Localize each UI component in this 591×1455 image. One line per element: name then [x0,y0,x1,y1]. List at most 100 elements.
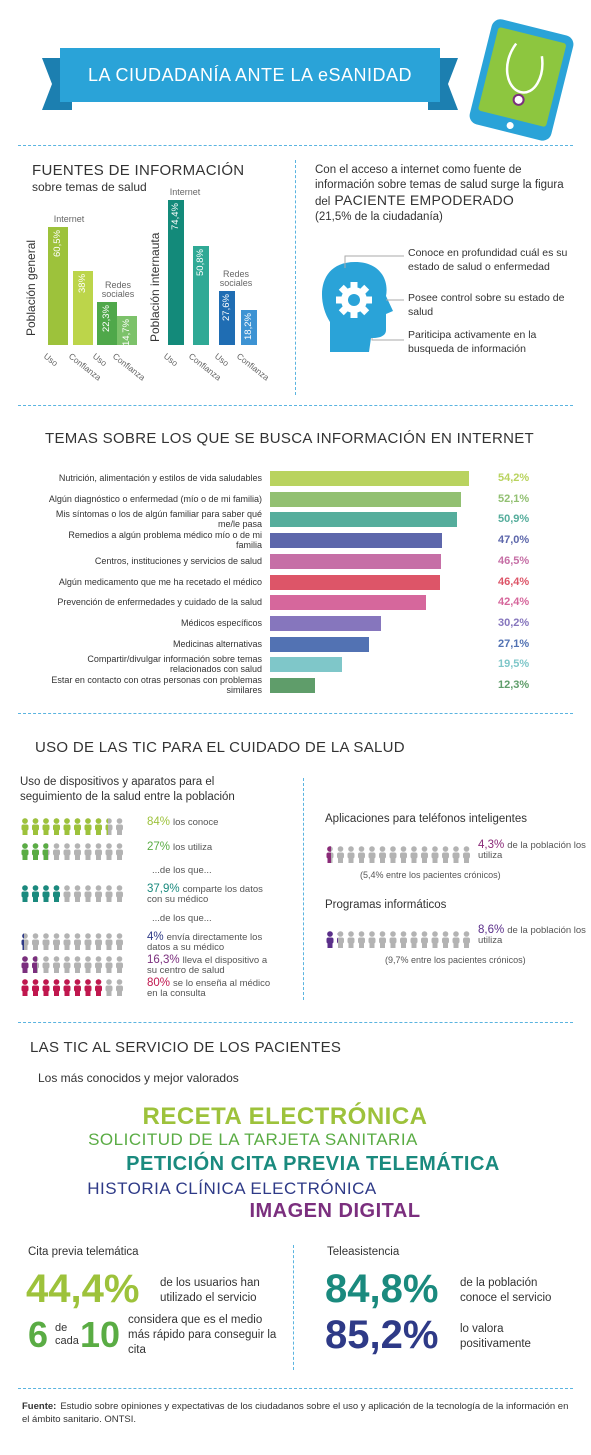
person-head [64,885,70,891]
row-text: se lo enseña al médico en la consulta [147,978,271,999]
person-legs [432,857,438,863]
gear-hole [348,294,360,306]
value-label: 50,9% [498,513,530,526]
pictogram-fill [20,843,49,860]
group-label: Redes sociales [219,269,253,289]
share: (21,5% de la ciudadanía) [315,211,443,223]
person-legs [106,854,112,860]
subsection-title: Programas informáticos [325,899,447,911]
person-legs [106,967,112,973]
pictogram-row [20,843,125,860]
person-head [32,956,38,962]
pictogram-row [20,818,125,835]
person-head [369,931,375,937]
section-subtitle: Los más conocidos y mejor valorados [38,1071,239,1085]
value-label: 22,3% [101,304,112,332]
section-subtitle: sobre temas de salud [32,180,147,194]
person-legs [464,942,469,948]
bar [270,574,441,590]
person-head [442,846,449,852]
value-label: 60,5% [52,230,63,257]
person-legs [85,967,91,973]
person-head [95,956,102,962]
service-name: SOLICITUD DE LA TARJETA SANITARIA [88,1130,418,1149]
bar [270,615,381,631]
person-head [411,931,417,937]
note: (9,7% entre los pacientes crónicos) [385,955,526,965]
value-label: 46,4% [498,575,530,588]
person-head [22,956,28,962]
pictogram [21,818,109,835]
bar [97,301,117,345]
service-name: PETICIÓN CITA PREVIA TELEMÁTICA [126,1153,500,1175]
person-head [64,818,70,824]
stat-text: de la población conoce el servicio [460,1277,552,1304]
value-label: 14,7% [121,319,132,347]
service-name: HISTORIA CLÍNICA ELECTRÓNICA [87,1179,377,1198]
person-head [43,818,49,824]
person-legs [327,857,332,863]
footer-label: Fuente: [22,1401,57,1412]
category-label: Nutrición, alimentación y estilos de vid… [58,473,262,483]
person-head [74,979,81,985]
row-value: 37,9% [147,883,180,895]
person-legs [380,857,385,863]
pictogram-fill [20,885,60,902]
person-legs [401,857,406,863]
stat-text: considera que es el medio más rápido par… [128,1314,277,1356]
big-stat: 6 [28,1314,49,1355]
person-legs [106,990,112,996]
pictogram-row [325,931,472,948]
big-stat: 10 [80,1314,121,1355]
person-legs [117,854,122,860]
person-head [22,818,28,824]
big-stat: 85,2% [325,1313,439,1357]
row-value: 27% [147,841,171,853]
person-legs [54,990,59,996]
person-legs [33,896,38,902]
category-label: Remedios a algún problema médico mío o d… [68,530,262,551]
person-head [85,933,91,939]
person-body [326,852,332,859]
bar [241,309,257,345]
separator [293,1245,294,1370]
value-label: 27,1% [498,637,530,650]
big-stat: 84,8% [325,1267,439,1311]
service-name: IMAGEN DIGITAL [249,1200,421,1222]
category-label: Estar en contacto con otras personas con… [51,675,262,695]
person-head [379,846,386,852]
footer-text: Estudio sobre opiniones y expectativas d… [22,1401,569,1425]
person-head [106,956,112,962]
person-head [43,885,49,891]
subsection-title: Aplicaciones para teléfonos inteligentes [325,813,528,825]
pictogram [21,933,123,950]
panel-label: Población internauta [148,232,162,343]
person-legs [432,942,438,948]
person-head [337,846,344,852]
panel-label: Población general [24,239,38,336]
pictogram [21,979,102,996]
value-label: 12,3% [498,679,530,691]
person-head [400,846,407,852]
person-legs [338,942,343,948]
empowered-text: Con el acceso a internet como fuente de … [315,163,570,225]
group-label: Internet [169,186,201,197]
category-label: Algún diagnóstico o enfermedad (mío o de… [48,493,262,504]
value-label: 27,6% [221,294,232,322]
tablet-icon [469,19,574,141]
group-label: Internet [53,214,85,225]
person-head [400,931,407,937]
row-text: lleva el dispositivo a su centro de salu… [147,955,268,976]
note: (5,4% entre los pacientes crónicos) [360,870,501,880]
section-title: TEMAS SOBRE LOS QUE SE BUSCA INFORMACIÓN… [45,430,535,447]
row-value: 8,6% [478,924,505,936]
person-legs [443,857,448,863]
person-legs [369,857,375,863]
person-head [74,843,81,849]
bar [270,471,469,486]
value-label: 52,1% [498,492,530,505]
person-head [85,979,91,985]
bar [270,657,342,673]
pictogram [21,933,25,950]
